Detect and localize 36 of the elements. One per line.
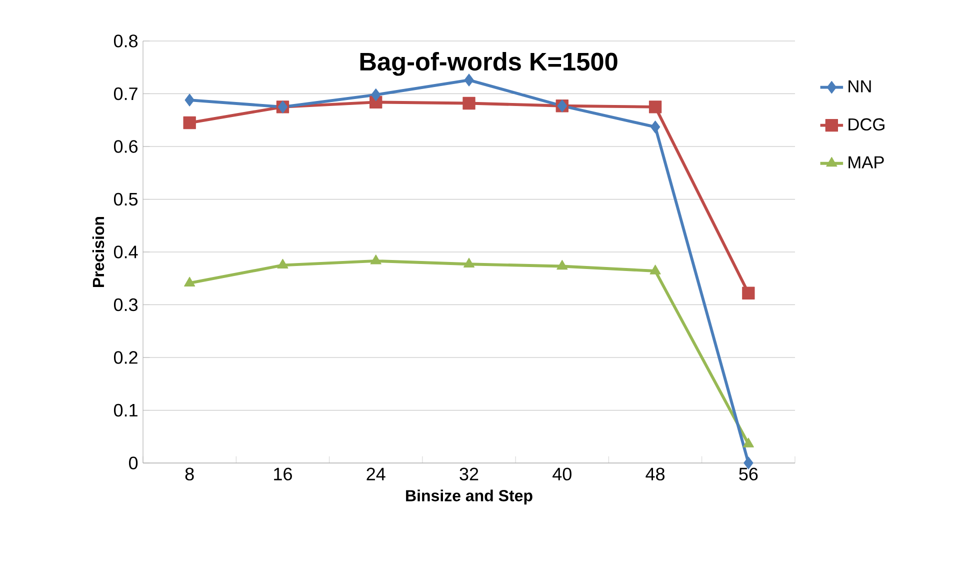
point xyxy=(277,258,288,269)
y-tick-label: 0 xyxy=(129,456,138,470)
x-tick-label: 24 xyxy=(366,468,386,480)
y-tick-label: 0.6 xyxy=(114,140,138,153)
x-tick-label: 16 xyxy=(274,468,292,480)
point xyxy=(183,116,196,130)
x-tick-label: 32 xyxy=(460,468,478,480)
chart-title: Bag-of-words K=1500 xyxy=(360,52,618,76)
point xyxy=(650,264,661,274)
y-axis-title: Precision xyxy=(92,216,104,287)
point xyxy=(463,258,475,268)
point xyxy=(556,260,568,270)
point xyxy=(371,88,381,102)
point xyxy=(648,100,662,114)
legend-label: NN xyxy=(848,80,871,92)
x-tick-label: 48 xyxy=(646,468,665,480)
legend-label: MAP xyxy=(848,156,884,168)
y-tick-label: 0.4 xyxy=(114,246,138,258)
y-tick-label: 0.5 xyxy=(114,192,138,206)
y-tick-label: 0.7 xyxy=(114,87,138,100)
point xyxy=(184,94,194,106)
y-tick-label: 0.2 xyxy=(114,351,138,364)
x-axis-title: Binsize and Step xyxy=(406,490,532,505)
point xyxy=(742,286,755,300)
point xyxy=(462,96,476,110)
point xyxy=(184,276,196,286)
point xyxy=(370,254,382,264)
legend-label: DCG xyxy=(848,118,884,131)
point xyxy=(650,120,660,134)
y-tick-label: 0.8 xyxy=(114,34,138,48)
point xyxy=(742,438,754,448)
y-tick-label: 0.3 xyxy=(114,298,138,312)
x-tick-label: 56 xyxy=(739,468,758,480)
y-tick-label: 0.1 xyxy=(114,404,138,417)
x-tick-label: 8 xyxy=(185,468,194,480)
x-tick-label: 40 xyxy=(552,468,572,480)
